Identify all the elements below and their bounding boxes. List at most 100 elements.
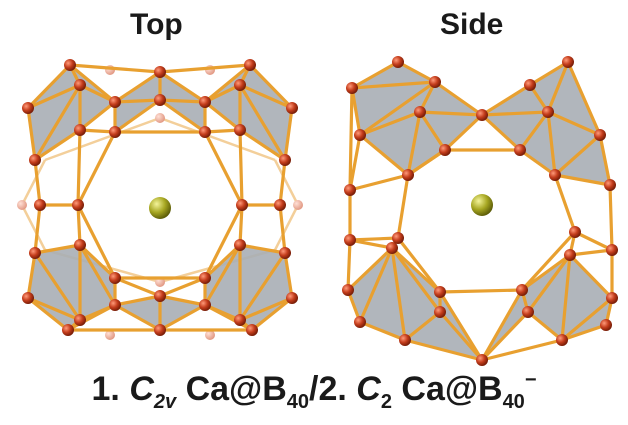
calcium-atom [149, 197, 171, 219]
triangle-face [80, 245, 115, 320]
bond [480, 113, 522, 152]
boron-atom [199, 126, 211, 138]
bond [480, 83, 532, 117]
boron-atom [606, 292, 618, 304]
bond [390, 246, 442, 294]
bond [438, 288, 524, 294]
bond [520, 253, 572, 292]
bond [203, 243, 242, 280]
boron-atom [29, 154, 41, 166]
triangle-face [80, 85, 115, 130]
bond-back [159, 116, 276, 162]
bond [518, 110, 550, 152]
bond [348, 238, 394, 250]
triangle-face [160, 296, 205, 330]
bond [158, 98, 207, 134]
bond [33, 243, 82, 255]
boron-atom [402, 169, 414, 181]
symmetry-1: C [129, 370, 154, 408]
boron-atom [234, 239, 246, 251]
triangle-face [482, 85, 548, 115]
triangle-face [392, 248, 440, 340]
boron-atom [524, 79, 536, 91]
triangle-face [205, 245, 240, 320]
bond [26, 296, 82, 322]
bond [546, 110, 557, 177]
bond [418, 110, 447, 152]
boron-atom [109, 96, 121, 108]
bond [33, 251, 82, 322]
bond [78, 243, 117, 280]
bond [358, 110, 422, 137]
bond [238, 83, 287, 162]
bond [26, 63, 72, 110]
bond [553, 173, 612, 187]
boron-atom [246, 324, 258, 336]
bond [438, 290, 484, 362]
bond [158, 276, 207, 298]
boron-atom [354, 316, 366, 328]
bond [76, 203, 82, 247]
bond [78, 100, 117, 132]
triangle-face [115, 296, 160, 330]
boron-atom [279, 154, 291, 166]
bond [238, 296, 294, 322]
bond [203, 303, 254, 332]
boron-atom [34, 199, 46, 211]
bond [78, 243, 117, 307]
bond [33, 83, 82, 162]
bond [76, 128, 82, 207]
bond [396, 60, 437, 84]
boron-atom [199, 272, 211, 284]
boron-atom [399, 334, 411, 346]
bond [238, 251, 287, 322]
bond [113, 276, 162, 298]
boron-atom [476, 354, 488, 366]
symmetry-2: C [356, 370, 381, 408]
bond [33, 158, 42, 207]
bond [113, 294, 162, 307]
bond [238, 128, 287, 162]
bond [283, 251, 294, 300]
bond [33, 203, 42, 255]
bond [560, 323, 608, 342]
boron-atom [514, 144, 526, 156]
bond [546, 60, 570, 114]
bond [348, 133, 362, 192]
boron-atom [429, 76, 441, 88]
boron-atom-back [293, 200, 303, 210]
bond [33, 128, 82, 162]
boron-atom [344, 184, 356, 196]
bond [418, 110, 484, 117]
boron-atom [600, 319, 612, 331]
bond [553, 173, 577, 234]
species-2: Ca@B [391, 370, 503, 408]
bond [26, 251, 37, 300]
triangle-face [562, 255, 612, 340]
bond [66, 303, 117, 332]
boron-atom [556, 334, 568, 346]
boron-atom [109, 299, 121, 311]
boron-atom [286, 292, 298, 304]
boron-atom [234, 314, 246, 326]
bond [443, 113, 484, 152]
bond [480, 110, 550, 117]
caption-separator: /2. [309, 370, 357, 408]
bond [560, 253, 572, 342]
bond [250, 296, 294, 332]
boron-atom [564, 249, 576, 261]
triangle-face [240, 65, 292, 108]
triangle-face [555, 135, 610, 185]
boron-atom [542, 106, 554, 118]
species-1-subscript: 40 [286, 391, 309, 413]
bond [350, 80, 437, 90]
triangle-face [360, 112, 420, 175]
triangle-face [420, 112, 482, 150]
bond [278, 203, 287, 255]
boron-atom [476, 109, 488, 121]
bond [248, 63, 294, 110]
bond [346, 246, 394, 292]
bond [203, 83, 242, 104]
bond [528, 60, 570, 87]
boron-atom [234, 79, 246, 91]
